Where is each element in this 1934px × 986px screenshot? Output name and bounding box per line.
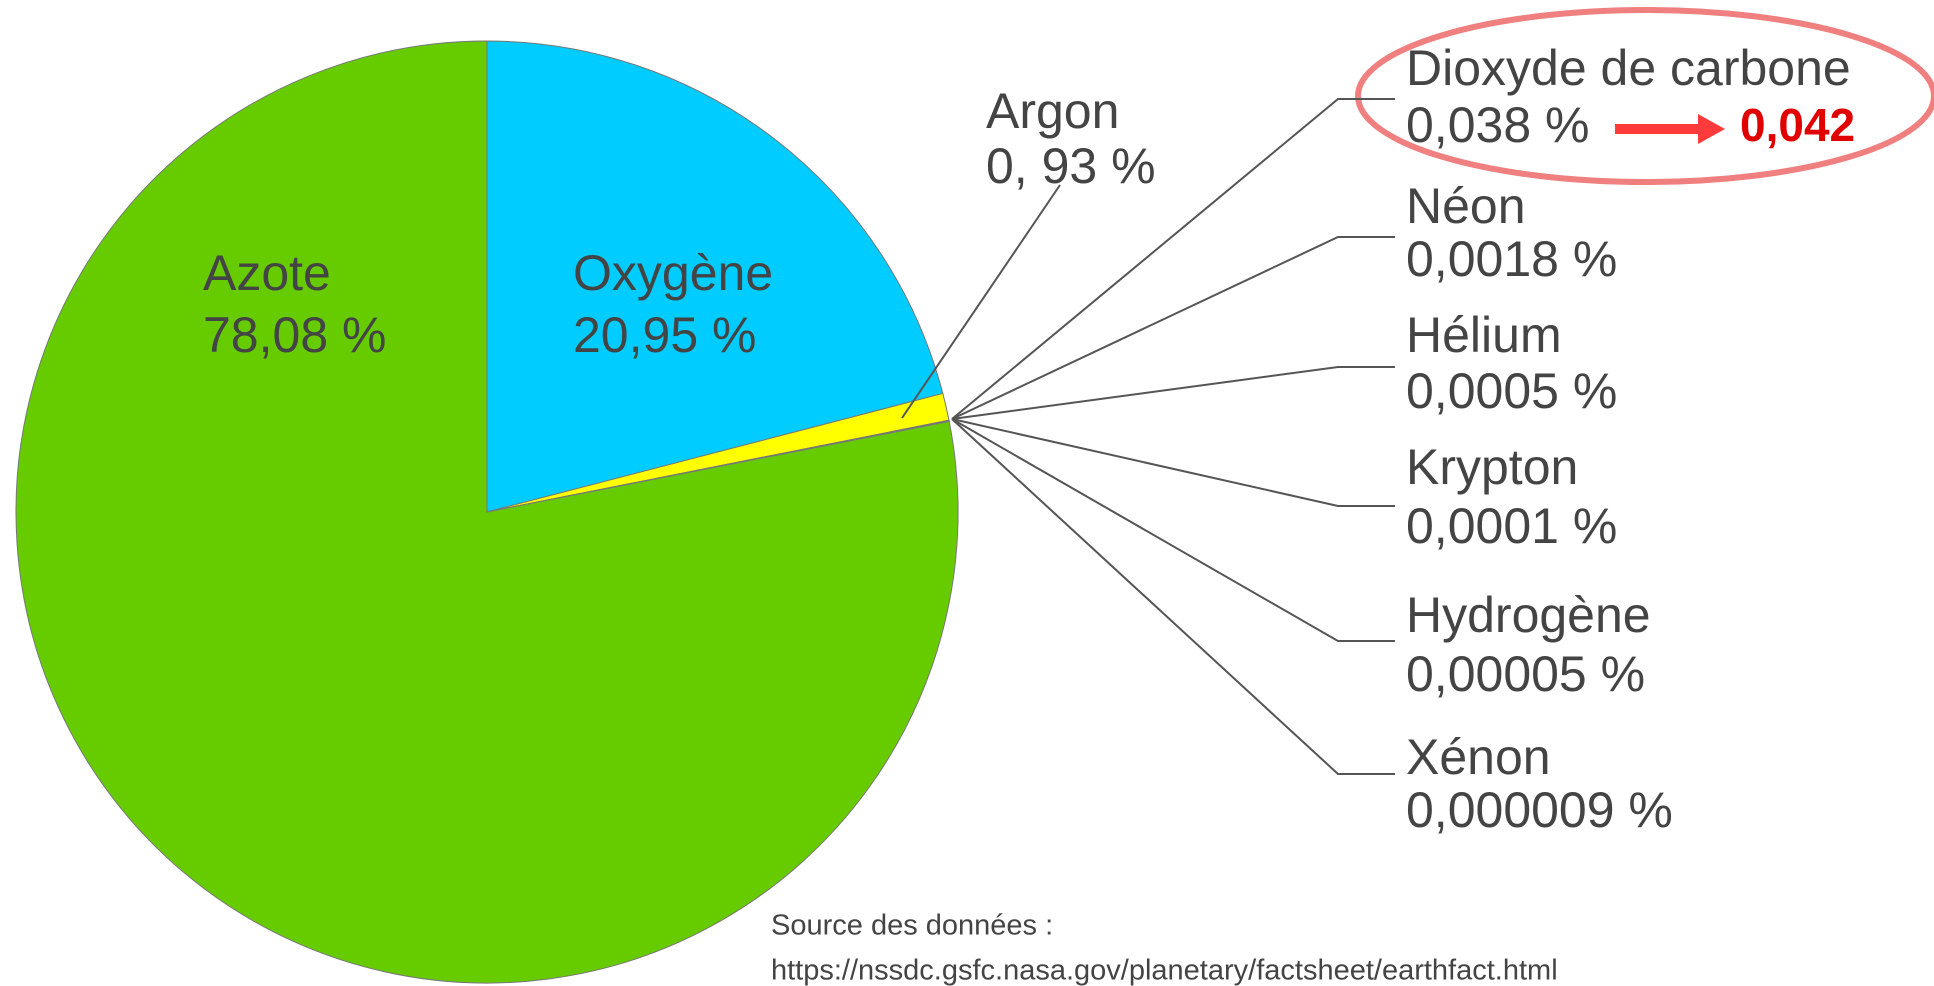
source: Source des données : [771,910,1053,942]
slice-name: Dioxyde de carbone [1406,40,1851,96]
slice-name: Hélium [1406,307,1562,363]
slice-name: Xénon [1406,729,1551,785]
slice-name: Néon [1406,178,1526,234]
annotation: 0,042 [1740,99,1855,151]
highlight-ellipse [1355,7,1934,185]
slice-value-label: 0,0001 % [1406,498,1617,554]
slice-name: Hydrogène [1406,587,1651,643]
slice-name: Krypton [1406,439,1578,495]
slice-value-label: 0,038 % [1406,97,1589,153]
slice-name: Oxygène [573,245,773,301]
leader-line [951,366,1395,420]
leader-line [951,418,1395,507]
slice-name: Argon [986,83,1119,139]
slice-value-label: 0, 93 % [986,138,1156,194]
slice-name: Azote [203,245,331,301]
leader-line [901,184,1061,419]
pie-slice [486,40,944,513]
slice-value-label: 0,0005 % [1406,363,1617,419]
slice-value-label: 0,000009 % [1406,782,1673,838]
source-url: https://nssdc.gsfc.nasa.gov/planetary/fa… [771,955,1558,986]
leader-line [951,98,1395,420]
slice-value-label: 0,0018 % [1406,231,1617,287]
slice-value-label: 20,95 % [573,307,756,363]
slice-value-label: 78,08 % [203,307,386,363]
leader-line [951,236,1395,420]
arrow-head [1698,114,1725,144]
pie-slice [15,40,959,984]
slice-value-label: 0,00005 % [1406,646,1645,702]
leader-line [951,418,1395,775]
leader-line [951,418,1395,642]
